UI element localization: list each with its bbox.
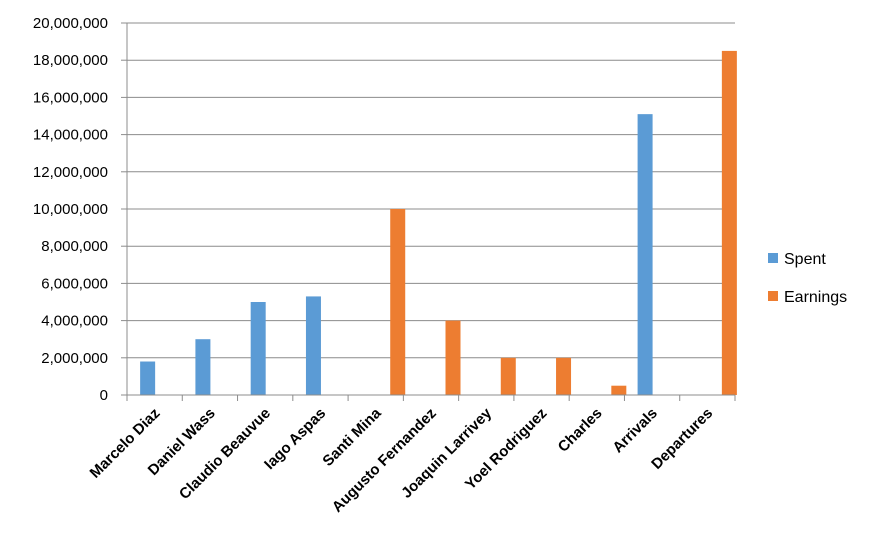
bar-earnings-charles [611,385,627,395]
y-tick-label: 8,000,000 [41,238,108,255]
y-tick-label: 16,000,000 [33,89,108,106]
y-tick-label: 10,000,000 [33,201,108,218]
bars [140,50,737,396]
legend-label-earnings: Earnings [784,289,847,306]
bar-earnings-augusto-fernandez [445,320,461,395]
y-tick-label: 6,000,000 [41,275,108,292]
bar-spent-daniel-wass [195,339,211,395]
legend-label-spent: Spent [784,251,826,268]
y-tick-label: 12,000,000 [33,164,108,181]
legend-swatch-earnings [768,291,778,301]
x-category-label: Arrivals [609,405,661,457]
bar-earnings-joaquin-larrivey [500,357,516,395]
y-tick-label: 2,000,000 [41,350,108,367]
bar-earnings-yoel-rodriguez [556,357,572,395]
bar-spent-claudio-beauvue [250,302,266,395]
y-tick-label: 14,000,000 [33,127,108,144]
bar-spent-arrivals [637,114,653,395]
y-tick-label: 18,000,000 [33,52,108,69]
gridlines [127,22,735,359]
x-category-label: Charles [555,405,606,456]
y-axis-tick-labels: 0 2,000,000 4,000,000 6,000,000 8,000,000 10,… [33,15,108,404]
legend-swatch-spent [768,253,778,263]
bar-earnings-departures [721,50,737,396]
y-tick-label: 4,000,000 [41,313,108,330]
bar-spent-marcelo-diaz [140,361,156,395]
bar-earnings-santi-mina [390,209,406,395]
y-tick-label: 20,000,000 [33,15,108,32]
x-category-label: Augusto Fernandez [329,405,440,516]
legend: Spent Earnings [768,251,847,306]
y-tick-label: 0 [100,387,108,404]
bar-spent-iago-aspas [305,296,321,395]
axes [121,22,736,401]
